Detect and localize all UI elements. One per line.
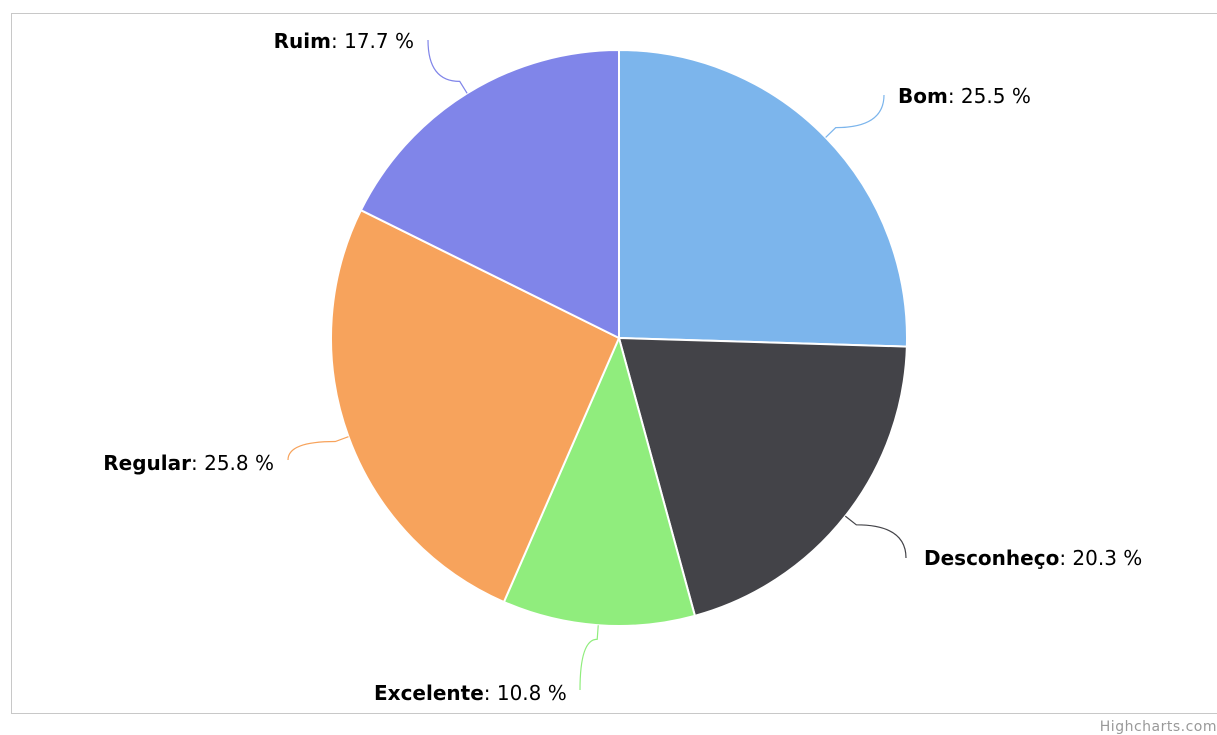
data-labels: Bom: 25.5 %Desconheço: 20.3 %Excelente: … [103, 29, 1142, 705]
label-connectors [287, 39, 907, 691]
data-label-desconheço: Desconheço: 20.3 % [924, 546, 1142, 570]
data-label-regular: Regular: 25.8 % [103, 451, 274, 475]
data-label-excelente: Excelente: 10.8 % [374, 681, 567, 705]
data-label-name: Bom [898, 84, 948, 108]
data-label-bom: Bom: 25.5 % [898, 84, 1031, 108]
data-label-name: Desconheço [924, 546, 1059, 570]
connector-desconheço [844, 515, 907, 559]
connector-regular [287, 436, 349, 461]
data-label-name: Excelente [374, 681, 484, 705]
pie-slice-regular[interactable] [330, 208, 621, 604]
data-label-name: Regular [103, 451, 191, 475]
connector-bom [825, 94, 885, 138]
data-label-ruim: Ruim: 17.7 % [274, 29, 414, 53]
data-label-value: : 17.7 % [331, 29, 414, 53]
data-label-value: : 10.8 % [484, 681, 567, 705]
data-label-value: : 25.8 % [191, 451, 274, 475]
data-label-value: : 20.3 % [1059, 546, 1142, 570]
connector-excelente [579, 625, 599, 691]
data-label-value: : 25.5 % [948, 84, 1031, 108]
data-label-name: Ruim [274, 29, 331, 53]
pie-slice-bom[interactable] [618, 48, 908, 348]
connector-ruim [427, 39, 468, 94]
credits-link[interactable]: Highcharts.com [1099, 719, 1217, 735]
pie-slices [330, 48, 908, 627]
pie-slice-ruim[interactable] [359, 48, 620, 340]
